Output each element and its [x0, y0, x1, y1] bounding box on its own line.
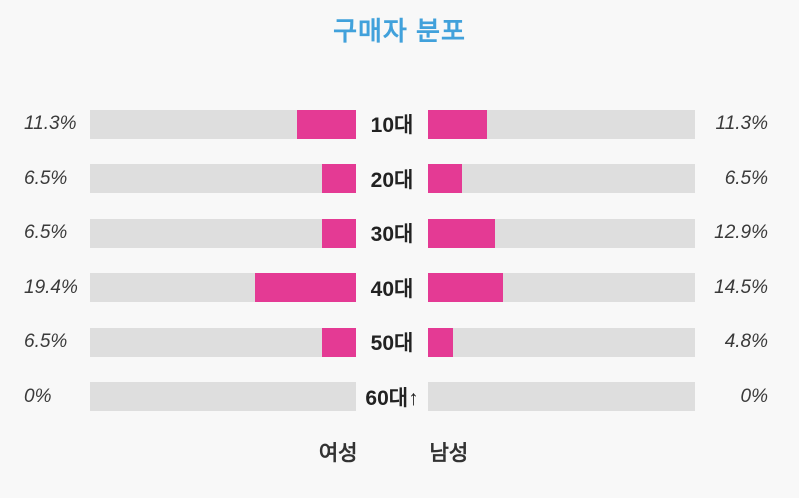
male-bar-track — [428, 327, 695, 357]
age-group-label: 30대 — [370, 223, 414, 247]
male-bar — [428, 164, 462, 194]
female-percent-label: 11.3% — [24, 113, 77, 135]
male-percent-label: 12.9% — [714, 222, 768, 244]
male-percent-label: 0% — [740, 385, 768, 407]
female-bar-track — [90, 109, 356, 139]
male-bar — [428, 327, 453, 357]
female-percent-label: 6.5% — [24, 167, 68, 189]
age-group-label: 20대 — [370, 168, 414, 192]
male-percent-label: 6.5% — [724, 167, 768, 189]
female-bar-track — [90, 327, 356, 357]
male-bar — [428, 273, 504, 303]
male-bar — [428, 109, 487, 139]
female-bar — [322, 327, 356, 357]
female-bar-track — [90, 273, 356, 303]
female-bar-track — [90, 164, 356, 194]
chart-rows: 11.3% 10대 11.3% 6.5% 20대 6.5% 6.5% — [0, 97, 799, 424]
female-percent-label: 6.5% — [24, 331, 68, 353]
legend-female-label: 여성 — [318, 442, 358, 466]
female-percent-label: 0% — [24, 385, 52, 407]
male-bar — [428, 218, 496, 248]
age-group-label: 40대 — [370, 277, 414, 301]
female-percent-label: 6.5% — [24, 222, 68, 244]
age-row-50s: 6.5% 50대 4.8% — [0, 315, 799, 370]
male-bar-track — [428, 109, 695, 139]
gender-legend: 여성 남성 — [0, 437, 793, 467]
legend-male-label: 남성 — [429, 442, 469, 466]
female-bar-track — [90, 218, 356, 248]
male-percent-label: 11.3% — [715, 113, 768, 135]
age-row-40s: 19.4% 40대 14.5% — [0, 261, 799, 316]
female-bar — [322, 218, 356, 248]
female-bar-track — [90, 382, 356, 412]
age-row-10s: 11.3% 10대 11.3% — [0, 97, 799, 152]
male-bar-track — [428, 218, 695, 248]
age-group-label: 10대 — [370, 114, 414, 138]
male-bar-track — [428, 273, 695, 303]
age-row-30s: 6.5% 30대 12.9% — [0, 206, 799, 261]
male-percent-label: 14.5% — [714, 276, 768, 298]
female-bar — [322, 164, 356, 194]
male-bar-track — [428, 164, 695, 194]
female-bar — [297, 109, 356, 139]
male-bar-track — [428, 382, 695, 412]
age-group-label: 60대↑ — [365, 386, 419, 410]
age-row-20s: 6.5% 20대 6.5% — [0, 152, 799, 207]
male-percent-label: 4.8% — [724, 331, 768, 353]
female-bar — [255, 273, 356, 303]
female-percent-label: 19.4% — [24, 276, 78, 298]
chart-title: 구매자 분포 — [333, 16, 466, 46]
age-row-60s-plus: 0% 60대↑ 0% — [0, 370, 799, 425]
age-group-label: 50대 — [370, 332, 414, 356]
